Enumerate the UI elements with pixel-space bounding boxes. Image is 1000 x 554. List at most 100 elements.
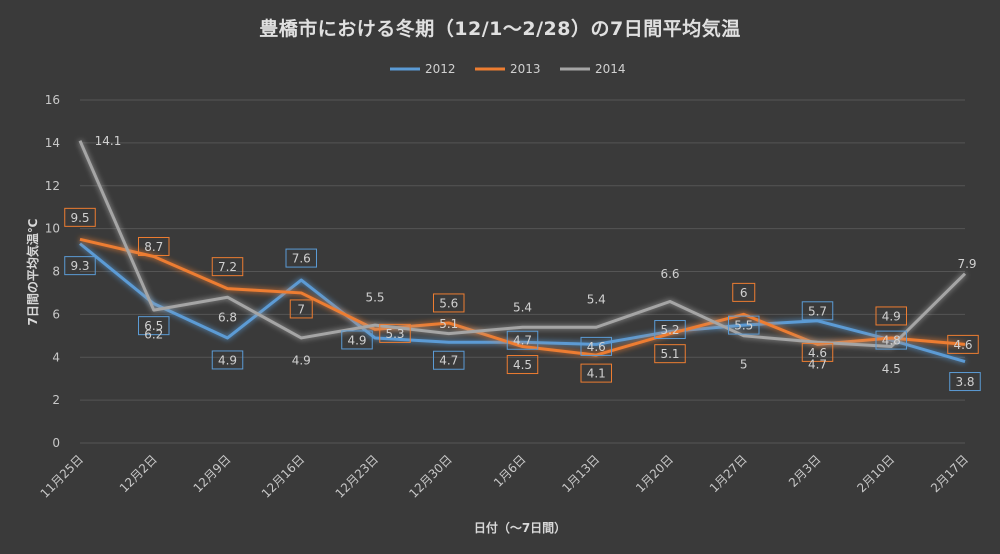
legend-label: 2014 (595, 62, 626, 76)
data-label-2012: 5.7 (801, 301, 834, 321)
data-label-text: 6.5 (144, 319, 163, 333)
y-tick-label: 4 (52, 350, 60, 364)
data-label-text: 4.8 (882, 334, 901, 348)
data-label-text: 9.5 (70, 211, 89, 225)
data-label-2012: 4.8 (875, 330, 907, 350)
y-tick-label: 0 (52, 436, 60, 450)
data-label-text: 4.9 (292, 353, 311, 367)
series-lines (78, 140, 967, 363)
data-label-2013: 5.6 (433, 293, 465, 313)
data-label-2012: 7.6 (285, 248, 317, 268)
data-label-2014: 5.1 (439, 317, 458, 331)
x-tick-label: 1月27日 (707, 452, 750, 495)
x-tick-label: 1月20日 (633, 452, 676, 495)
data-label-2013: 4.9 (875, 306, 907, 326)
data-label-2013: 8.7 (138, 236, 170, 256)
data-label-box (728, 315, 760, 335)
legend-item-2012: 2012 (390, 62, 456, 76)
data-label-2012: 9.3 (64, 256, 96, 276)
data-label-text: 5.5 (365, 291, 384, 305)
data-label-2012: 4.9 (341, 330, 373, 350)
data-label-text: 6 (740, 286, 748, 300)
data-label-text: 5.3 (385, 327, 404, 341)
data-label-2014: 5.5 (365, 291, 384, 305)
data-label-2014: 14.1 (95, 134, 122, 148)
data-label-box (875, 330, 907, 350)
x-tick-label: 11月25日 (38, 452, 86, 500)
data-label-2014: 5 (740, 357, 748, 371)
data-label-2013: 6 (732, 282, 756, 302)
data-label-text: 4.7 (439, 354, 458, 368)
data-label-text: 7 (297, 302, 305, 316)
data-label-2014: 6.2 (144, 328, 163, 342)
data-label-box (433, 350, 465, 370)
data-label-box (654, 344, 686, 364)
data-label-2014: 6.6 (660, 267, 679, 281)
data-label-text: 3.8 (955, 375, 974, 389)
data-label-box (138, 236, 170, 256)
data-label-text: 5.7 (808, 304, 827, 318)
x-axis-label: 日付（～7日間） (474, 520, 566, 535)
data-label-text: 4.5 (513, 358, 532, 372)
y-axis-label: 7日間の平均気温℃ (25, 219, 40, 326)
legend-item-2013: 2013 (475, 62, 541, 76)
data-label-2014: 4.9 (292, 353, 311, 367)
data-label-box (580, 363, 612, 383)
data-label-text: 7.2 (218, 260, 237, 274)
x-axis-ticks: 11月25日 12月2日 12月9日 12月16日 12月23日 12月30日 1月6日 1月… (38, 452, 971, 500)
data-label-box (506, 355, 539, 375)
data-label-text: 5.4 (513, 301, 532, 315)
data-labels: 9.36.54.97.64.94.74.7 4.65.2 5.55.74.83.89… (64, 134, 981, 392)
data-label-text: 4.6 (587, 340, 606, 354)
data-label-2014: 4.7 (808, 358, 827, 372)
x-tick-label: 12月23日 (333, 452, 381, 500)
data-label-box (947, 334, 979, 354)
data-label-2012: 4.7 (506, 330, 539, 350)
data-label-text: 6.8 (218, 311, 237, 325)
data-label-box (949, 372, 981, 392)
data-label-2012: 6.5 (138, 316, 170, 336)
data-label-2014: 5.4 (513, 301, 532, 315)
legend-label: 2013 (510, 62, 541, 76)
data-label-2014: 4.5 (882, 362, 901, 376)
data-label-box (341, 330, 373, 350)
data-label-2013: 5.3 (379, 323, 411, 343)
data-label-text: 5.2 (660, 323, 679, 337)
y-tick-label: 6 (52, 307, 60, 321)
x-tick-label: 12月30日 (406, 452, 454, 500)
data-label-box (289, 299, 313, 319)
y-tick-label: 12 (45, 179, 60, 193)
data-label-text: 4.6 (953, 338, 972, 352)
data-label-2013: 7.2 (211, 257, 244, 277)
data-label-text: 6.6 (660, 267, 679, 281)
series-line-2014 (78, 140, 967, 349)
x-tick-label: 12月9日 (191, 452, 234, 495)
data-label-2013: 9.5 (64, 207, 96, 227)
data-label-box (211, 350, 244, 370)
x-tick-label: 2月17日 (928, 452, 971, 495)
data-label-text: 4.6 (808, 346, 827, 360)
data-label-box (138, 316, 170, 336)
data-label-text: 9.3 (70, 259, 89, 273)
data-label-2013: 4.6 (947, 334, 979, 354)
data-label-box (801, 342, 834, 362)
data-label-box (732, 282, 756, 302)
data-label-text: 14.1 (95, 134, 122, 148)
y-tick-label: 10 (45, 222, 60, 236)
data-label-text: 5.4 (587, 293, 606, 307)
y-axis-ticks: 0 2 4 6 8 10 12 14 16 (45, 93, 60, 450)
data-label-text: 4.1 (587, 367, 606, 381)
gridlines (80, 99, 965, 444)
data-label-text: 7.9 (957, 257, 976, 271)
data-label-2014: 6.8 (218, 311, 237, 325)
data-label-2013: 5.1 (654, 344, 686, 364)
data-label-2014: 7.9 (957, 257, 976, 271)
data-label-box (285, 248, 317, 268)
data-label-2012: 4.6 (580, 336, 612, 356)
data-label-text: 4.5 (882, 362, 901, 376)
data-label-2014: 5.4 (587, 293, 606, 307)
data-label-box (580, 336, 612, 356)
data-label-text: 5.5 (734, 319, 753, 333)
data-label-text: 5.6 (439, 296, 458, 310)
